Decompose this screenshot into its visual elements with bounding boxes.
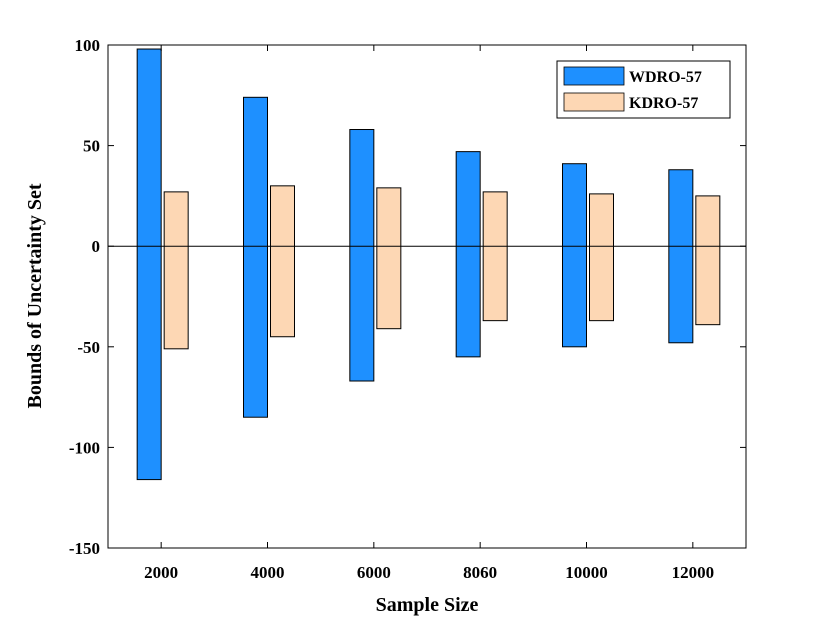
bar-kdro-2000: [163, 191, 189, 350]
ticks-group: 100 50 0 -50 -100 -150 2000 4000 6000 8060 10000 12…: [69, 36, 746, 582]
legend-label-kdro: KDRO-57: [629, 95, 698, 112]
bar-kdro-6000: [376, 187, 402, 330]
bar-wdro-12000: [668, 169, 694, 344]
legend-swatch-kdro: [563, 92, 625, 112]
bar-wdro-2000: [136, 48, 162, 481]
x-tick-label: 4000: [251, 563, 285, 582]
y-axis-label: Bounds of Uncertainty Set: [24, 183, 46, 408]
legend-label-wdro: WDRO-57: [629, 69, 702, 86]
bar-kdro-10000: [589, 193, 614, 322]
bar-wdro-4000: [243, 96, 268, 418]
y-tick-label: -50: [77, 338, 100, 357]
x-tick-label: 8060: [463, 563, 497, 582]
legend-swatch-wdro: [563, 66, 625, 86]
y-tick-label: 50: [83, 137, 100, 156]
bar-wdro-8060: [455, 151, 481, 358]
plot-background: [108, 45, 746, 548]
legend: WDRO-57 KDRO-57: [556, 60, 731, 119]
bar-wdro-10000: [562, 163, 587, 348]
bar-kdro-4000: [270, 185, 295, 338]
y-tick-label: -150: [69, 539, 100, 558]
y-tick-label: -100: [69, 438, 100, 457]
bar-kdro-12000: [695, 195, 721, 326]
bars-group: [136, 48, 721, 481]
bar-wdro-6000: [349, 129, 375, 382]
y-tick-label: 0: [92, 237, 101, 256]
x-tick-label: 10000: [565, 563, 608, 582]
x-tick-label: 2000: [144, 563, 178, 582]
x-tick-label: 12000: [672, 563, 715, 582]
bar-kdro-8060: [482, 191, 508, 322]
x-tick-label: 6000: [357, 563, 391, 582]
plot-frame: [107, 44, 747, 549]
y-tick-label: 100: [75, 36, 101, 55]
x-axis-label: Sample Size: [376, 594, 479, 616]
